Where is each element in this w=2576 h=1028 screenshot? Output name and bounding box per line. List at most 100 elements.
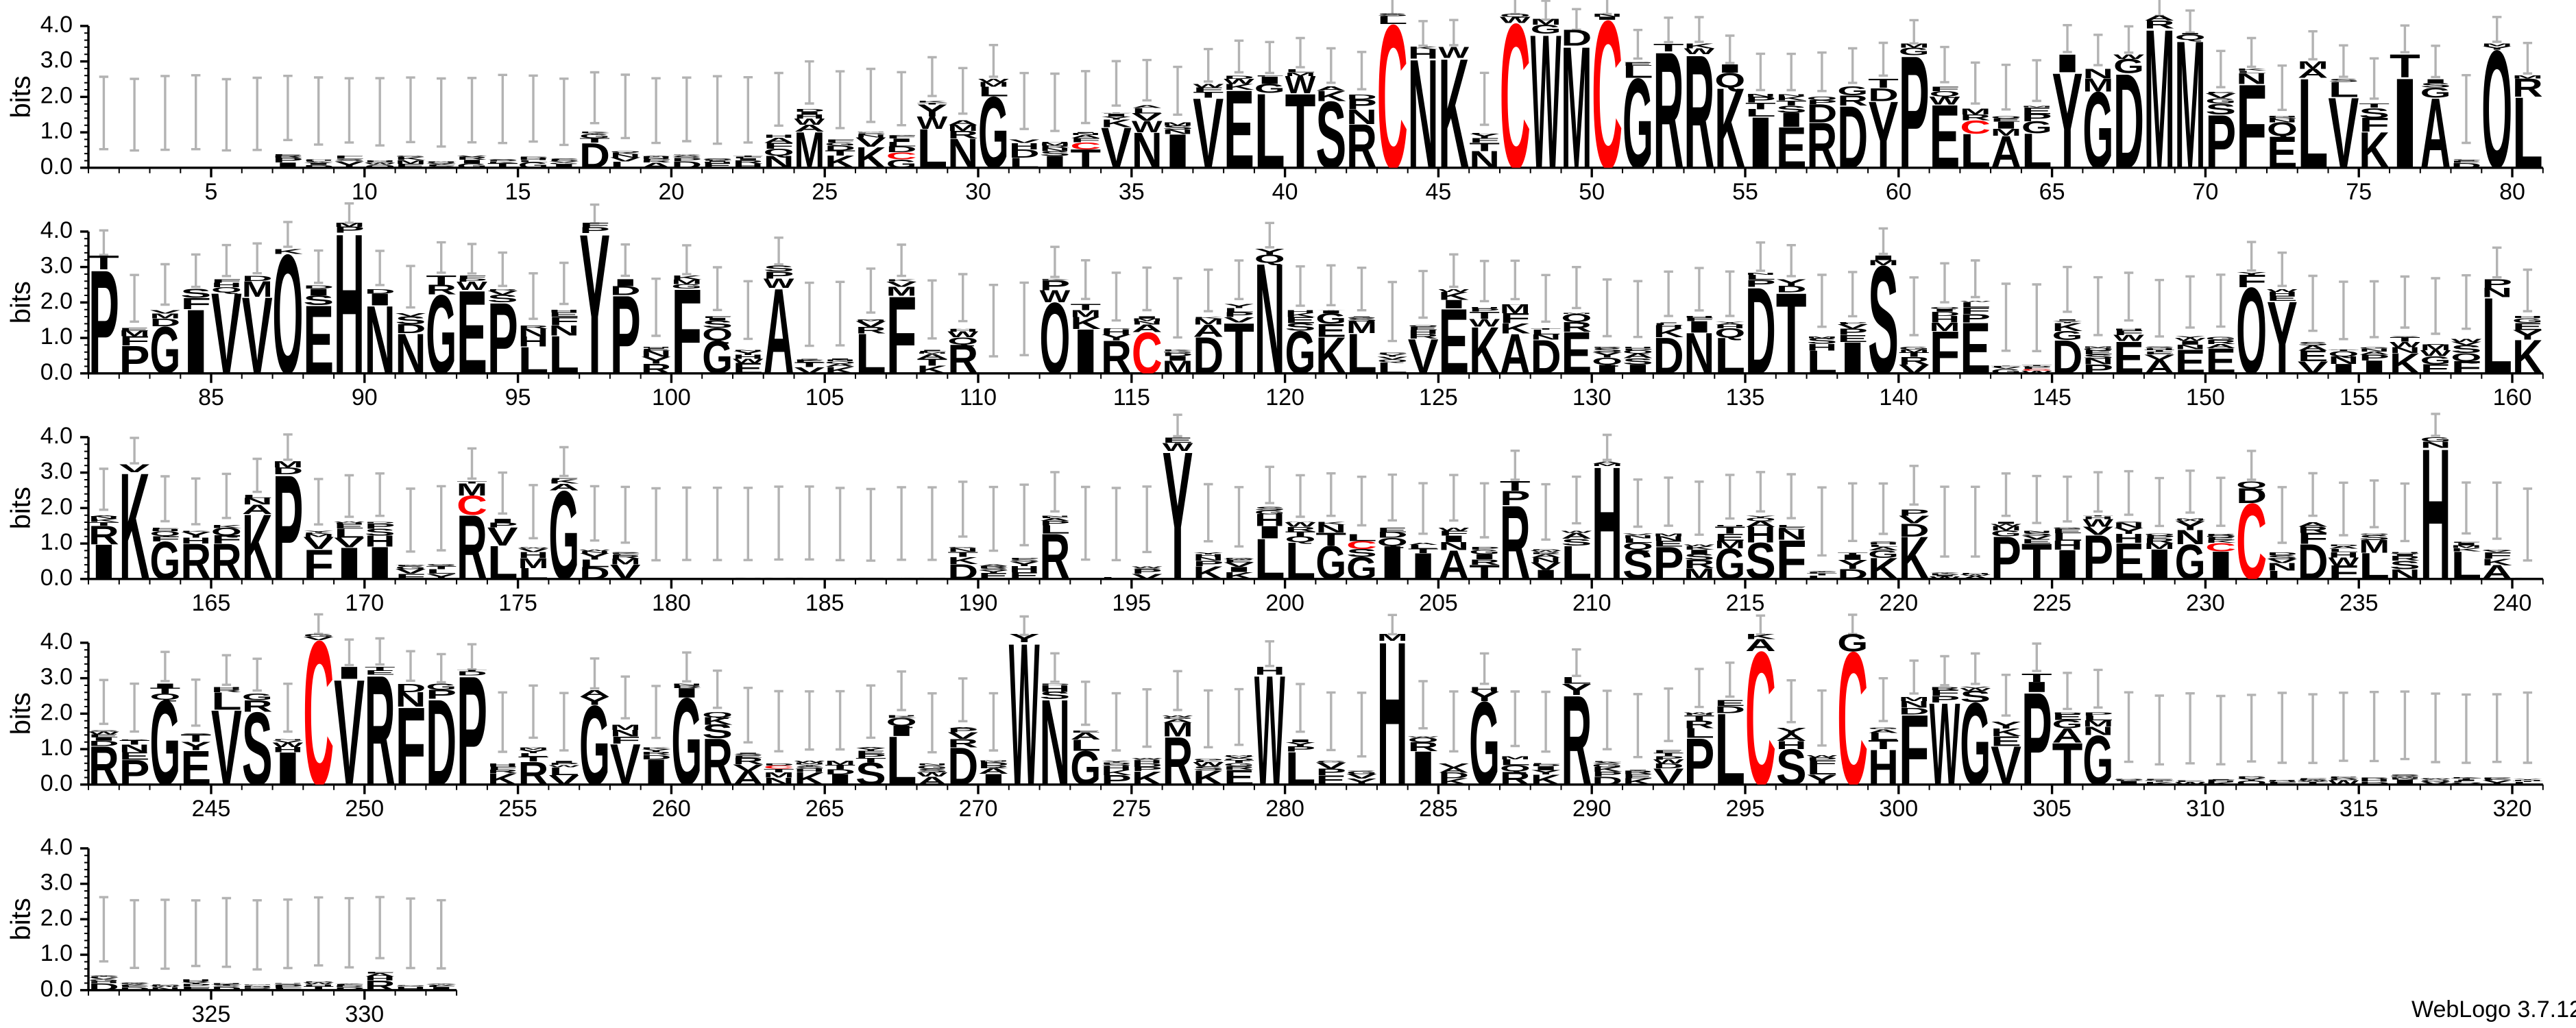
svg-text:G: G xyxy=(947,547,978,549)
svg-text:P: P xyxy=(1009,557,1040,560)
svg-text:I: I xyxy=(733,752,764,754)
svg-text:Q: Q xyxy=(2144,533,2175,536)
svg-text:L: L xyxy=(242,494,273,499)
svg-text:S: S xyxy=(180,733,211,735)
svg-text:55: 55 xyxy=(1732,179,1758,205)
svg-text:bits: bits xyxy=(6,281,36,323)
svg-text:W: W xyxy=(334,522,365,523)
svg-text:P: P xyxy=(2082,711,2113,716)
svg-text:I: I xyxy=(2420,78,2451,84)
svg-text:Y: Y xyxy=(88,975,119,977)
svg-text:L: L xyxy=(1469,133,1500,134)
svg-text:K: K xyxy=(180,530,211,532)
svg-text:R: R xyxy=(2205,533,2236,536)
svg-text:50: 50 xyxy=(1579,179,1605,205)
svg-text:N: N xyxy=(1776,93,1807,97)
svg-text:F: F xyxy=(334,156,365,158)
svg-text:145: 145 xyxy=(2032,384,2071,411)
svg-text:G: G xyxy=(1837,84,1868,98)
svg-text:S: S xyxy=(2113,522,2144,523)
svg-text:T: T xyxy=(1653,42,1684,54)
svg-text:I: I xyxy=(1285,739,1316,743)
svg-text:315: 315 xyxy=(2340,796,2379,822)
svg-text:L: L xyxy=(2451,159,2482,160)
svg-text:N: N xyxy=(273,739,304,741)
svg-text:N: N xyxy=(2082,66,2113,81)
svg-text:150: 150 xyxy=(2186,384,2225,411)
svg-text:M: M xyxy=(1807,336,1838,339)
svg-text:P: P xyxy=(396,985,426,986)
svg-text:I: I xyxy=(2052,49,2083,78)
svg-text:Q: Q xyxy=(1807,95,1838,101)
svg-text:F: F xyxy=(303,159,334,160)
svg-text:T: T xyxy=(1868,77,1899,90)
svg-text:K: K xyxy=(1193,316,1224,319)
svg-text:L: L xyxy=(1592,761,1623,763)
svg-text:W: W xyxy=(1960,301,1991,302)
svg-text:K: K xyxy=(917,100,948,103)
svg-text:S: S xyxy=(610,552,641,553)
svg-text:bits: bits xyxy=(6,898,36,940)
svg-text:Y: Y xyxy=(1714,322,1745,324)
svg-text:D: D xyxy=(365,522,396,524)
svg-text:A: A xyxy=(978,564,1009,567)
svg-text:185: 185 xyxy=(805,590,845,616)
svg-text:280: 280 xyxy=(1265,796,1304,822)
svg-text:85: 85 xyxy=(198,384,224,411)
svg-text:W: W xyxy=(1807,755,1838,758)
svg-text:20: 20 xyxy=(658,179,684,205)
svg-text:M: M xyxy=(1562,313,1592,315)
svg-text:M: M xyxy=(2021,106,2052,108)
svg-text:P: P xyxy=(211,524,242,525)
svg-text:W: W xyxy=(1132,758,1163,759)
svg-text:120: 120 xyxy=(1265,384,1304,411)
svg-text:4.0: 4.0 xyxy=(40,628,73,654)
svg-text:W: W xyxy=(579,550,610,552)
svg-text:W: W xyxy=(1684,544,1715,547)
svg-text:0.0: 0.0 xyxy=(40,770,73,796)
svg-text:M: M xyxy=(825,760,855,767)
svg-text:Y: Y xyxy=(119,983,150,984)
svg-text:H: H xyxy=(1040,142,1071,143)
svg-text:D: D xyxy=(242,274,273,282)
svg-text:3.0: 3.0 xyxy=(40,870,73,896)
svg-text:T: T xyxy=(457,670,487,672)
svg-text:D: D xyxy=(1500,304,1531,305)
svg-text:H: H xyxy=(1254,664,1285,677)
svg-text:M: M xyxy=(1653,533,1684,537)
svg-text:R: R xyxy=(487,289,518,291)
svg-text:0.0: 0.0 xyxy=(40,154,73,180)
svg-text:W: W xyxy=(2113,53,2145,60)
svg-text:45: 45 xyxy=(1425,179,1451,205)
svg-text:K: K xyxy=(579,131,610,133)
svg-text:E: E xyxy=(273,154,304,156)
svg-text:Q: Q xyxy=(855,319,886,320)
svg-text:N: N xyxy=(733,350,764,352)
svg-text:R: R xyxy=(2359,776,2390,779)
svg-text:G: G xyxy=(1899,346,1930,350)
svg-text:M: M xyxy=(1163,121,1193,127)
svg-text:Q: Q xyxy=(518,747,549,748)
svg-text:I: I xyxy=(1991,521,2021,524)
svg-text:Y: Y xyxy=(1930,572,1960,574)
svg-text:290: 290 xyxy=(1572,796,1612,822)
svg-text:G: G xyxy=(2052,528,2083,530)
svg-text:Q: Q xyxy=(702,711,733,719)
svg-text:G: G xyxy=(426,682,457,692)
svg-text:2.0: 2.0 xyxy=(40,288,73,314)
svg-text:H: H xyxy=(2267,116,2298,117)
svg-text:I: I xyxy=(1070,132,1101,133)
svg-text:65: 65 xyxy=(2039,179,2065,205)
svg-text:M: M xyxy=(334,221,365,228)
svg-text:M: M xyxy=(1224,755,1254,757)
svg-text:W: W xyxy=(1193,83,1224,88)
svg-text:F: F xyxy=(825,138,855,143)
svg-text:30: 30 xyxy=(965,179,991,205)
svg-text:35: 35 xyxy=(1119,179,1145,205)
svg-text:300: 300 xyxy=(1879,796,1918,822)
svg-text:D: D xyxy=(1960,573,1991,574)
svg-text:D: D xyxy=(2267,552,2298,556)
svg-text:Y: Y xyxy=(2512,779,2543,780)
svg-text:245: 245 xyxy=(192,796,231,822)
svg-text:4.0: 4.0 xyxy=(40,423,73,449)
